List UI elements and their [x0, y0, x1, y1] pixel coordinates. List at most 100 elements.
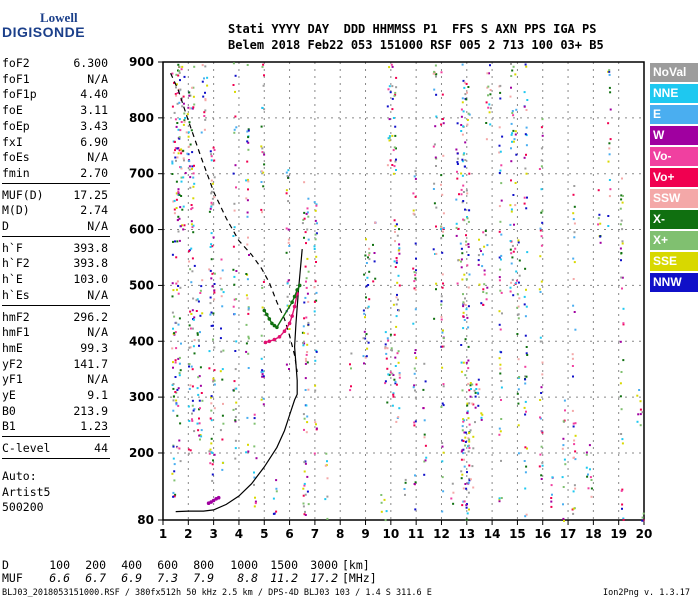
- echo-dot: [324, 464, 327, 467]
- echo-dot: [286, 282, 289, 285]
- echo-dot: [176, 414, 179, 417]
- echo-dot: [313, 245, 316, 248]
- echo-dot: [315, 350, 318, 353]
- echo-dot: [253, 445, 256, 448]
- echo-dot: [517, 241, 520, 244]
- echo-dot: [221, 269, 224, 272]
- echo-dot: [539, 291, 542, 293]
- echo-dot: [422, 388, 425, 391]
- echo-dot: [397, 274, 400, 277]
- echo-dot: [213, 196, 216, 199]
- echo-dot: [465, 308, 468, 311]
- mufLabel-row: MUF 6.6 6.7 6.9 7.3 7.9 8.8 11.2 17.2 [MHz]: [2, 572, 377, 585]
- echo-dot: [619, 223, 622, 226]
- echo-dot: [285, 363, 288, 366]
- x-tick-label: 18: [585, 527, 602, 541]
- param-row: h`F2 393.8: [2, 256, 108, 270]
- echo-dot: [571, 353, 574, 356]
- param-label: fxI: [2, 134, 23, 149]
- echo-dot: [461, 133, 464, 136]
- echo-dot: [435, 252, 438, 255]
- echo-dot: [474, 391, 477, 394]
- echo-dot: [178, 71, 181, 74]
- echo-dot: [514, 204, 517, 207]
- echo-dot: [487, 85, 490, 88]
- dLabel-label: D: [2, 558, 9, 572]
- echo-dot: [462, 452, 465, 455]
- echo-dot: [395, 383, 398, 386]
- echo-dot: [211, 285, 214, 288]
- echo-dot: [183, 119, 186, 122]
- echo-dot: [349, 389, 352, 392]
- echo-dot: [210, 190, 213, 193]
- echo-dot: [572, 193, 575, 196]
- echo-dot: [397, 350, 400, 353]
- echo-dot: [461, 63, 464, 66]
- echo-dot: [184, 117, 187, 119]
- echo-dot: [469, 395, 472, 398]
- echo-dot: [609, 138, 612, 141]
- echo-dot: [287, 279, 290, 282]
- logo-line2: DIGISONDE: [2, 24, 86, 40]
- echo-dot: [305, 242, 307, 245]
- echo-dot: [182, 228, 185, 231]
- echo-dot: [499, 430, 502, 433]
- echo-dot: [620, 219, 623, 222]
- echo-dot: [188, 387, 191, 390]
- echo-dot: [464, 159, 467, 162]
- echo-dot: [203, 128, 206, 131]
- echo-dot: [171, 282, 174, 285]
- echo-dot: [213, 149, 216, 151]
- echo-dot: [304, 362, 307, 365]
- echo-dot: [467, 305, 470, 308]
- echo-dot: [232, 245, 235, 248]
- echo-dot: [288, 328, 291, 330]
- echo-dot: [441, 460, 444, 463]
- echo-dot: [517, 398, 519, 400]
- distances-cell: 1500: [270, 558, 298, 572]
- echo-dot: [516, 306, 519, 309]
- echo-dot: [246, 278, 249, 281]
- echo-dot: [303, 211, 306, 214]
- echo-dot: [510, 133, 513, 136]
- legend-item-nne: NNE: [650, 84, 698, 103]
- echo-dot: [202, 95, 205, 98]
- echo-dot: [191, 419, 194, 422]
- echo-dot: [386, 337, 389, 340]
- echo-dot: [212, 338, 214, 341]
- x-tick-label: 17: [560, 527, 577, 541]
- echo-dot: [189, 310, 192, 313]
- echo-dot: [441, 93, 444, 96]
- echo-dot: [192, 197, 195, 200]
- echo-dot: [212, 459, 214, 462]
- echo-dot: [564, 409, 566, 412]
- echo-dot: [413, 367, 416, 370]
- echo-dot: [177, 69, 179, 72]
- echo-dot: [461, 101, 464, 104]
- echo-dot: [404, 481, 407, 484]
- echo-dot: [392, 393, 395, 396]
- echo-dot: [460, 124, 463, 126]
- echo-dot: [563, 458, 566, 461]
- echo-dot: [235, 340, 238, 343]
- echo-dot: [193, 103, 196, 106]
- legend-item-x: X-: [650, 210, 698, 229]
- echo-dot: [208, 350, 211, 353]
- echo-dot: [178, 101, 181, 104]
- echo-dot: [609, 108, 612, 111]
- y-tick-label: 600: [129, 223, 154, 237]
- echo-dot: [234, 420, 237, 423]
- echo-dot: [464, 436, 467, 439]
- param-row: foF1 N/A: [2, 72, 108, 86]
- echo-dot: [174, 391, 177, 393]
- param-separator: [2, 436, 110, 438]
- echo-dot: [435, 75, 437, 78]
- echo-dot: [182, 149, 185, 152]
- echo-dot: [262, 185, 265, 188]
- echo-dot: [172, 361, 174, 364]
- echo-dot: [208, 367, 211, 370]
- echo-dot: [460, 470, 463, 473]
- echo-dot: [414, 308, 417, 311]
- param-label: h`F2: [2, 256, 30, 271]
- extrapolated-profile-line: [170, 72, 298, 373]
